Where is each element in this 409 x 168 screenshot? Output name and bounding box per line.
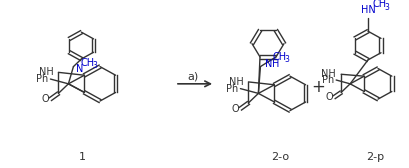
Text: 2-o: 2-o	[270, 152, 288, 161]
Text: N: N	[264, 59, 272, 69]
Text: 2-p: 2-p	[365, 152, 383, 161]
Text: Ph: Ph	[36, 74, 48, 84]
Text: H: H	[271, 59, 279, 69]
Text: N: N	[76, 65, 83, 74]
Text: 3: 3	[283, 55, 288, 64]
Text: O: O	[231, 104, 238, 114]
Text: CH: CH	[272, 52, 286, 62]
Text: NH: NH	[38, 67, 53, 77]
Text: O: O	[41, 94, 49, 104]
Text: a): a)	[187, 71, 198, 81]
Text: NH: NH	[228, 77, 243, 87]
Text: 3: 3	[92, 61, 97, 70]
Text: CH: CH	[372, 0, 386, 9]
Text: Ph: Ph	[321, 75, 333, 85]
Text: 3: 3	[384, 3, 389, 12]
Text: O: O	[324, 92, 332, 102]
Text: +: +	[310, 78, 324, 96]
Text: HN: HN	[360, 5, 375, 15]
Text: Ph: Ph	[226, 84, 238, 94]
Text: NH: NH	[321, 69, 335, 79]
Text: 1: 1	[78, 152, 85, 161]
Text: CH: CH	[80, 58, 94, 68]
